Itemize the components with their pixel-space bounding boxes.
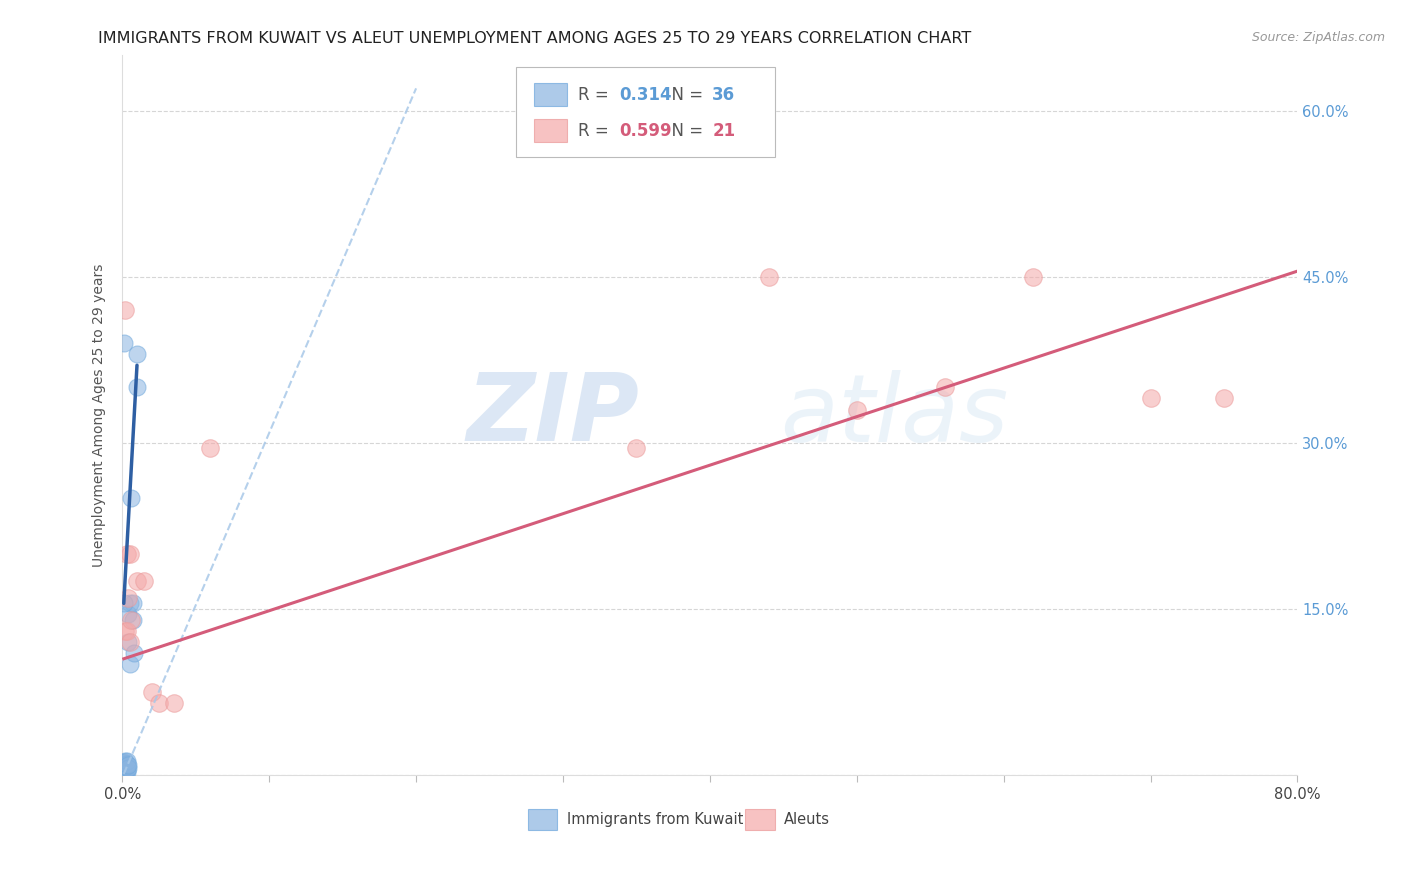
Text: R =: R = [578,121,614,140]
Point [934,380,956,394]
Point [117,761,139,775]
Point [117,635,139,649]
FancyBboxPatch shape [534,120,567,142]
Text: IMMIGRANTS FROM KUWAIT VS ALEUT UNEMPLOYMENT AMONG AGES 25 TO 29 YEARS CORRELATI: IMMIGRANTS FROM KUWAIT VS ALEUT UNEMPLOY… [98,31,972,46]
Text: 36: 36 [713,86,735,103]
Point [141,685,163,699]
Point [114,754,136,768]
Point [115,547,138,561]
Point [200,442,222,456]
Point [115,624,138,638]
Text: ZIP: ZIP [467,369,640,461]
Text: Immigrants from Kuwait: Immigrants from Kuwait [567,813,742,827]
Point [114,765,136,780]
Point [1139,392,1161,406]
Point [1022,269,1045,284]
Point [112,764,135,779]
Point [120,491,142,505]
Point [112,758,135,772]
Text: 0.599: 0.599 [620,121,672,140]
Point [114,761,136,775]
Point [1213,392,1236,406]
Point [114,764,136,778]
Text: 0.314: 0.314 [620,86,672,103]
Text: R =: R = [578,86,614,103]
Point [117,758,139,772]
Point [163,696,186,710]
Point [120,613,142,627]
Point [626,442,648,456]
Point [115,754,138,768]
Point [121,613,143,627]
Point [114,759,136,773]
Point [114,624,136,638]
Point [845,402,868,417]
FancyBboxPatch shape [527,809,557,830]
Point [125,380,148,394]
Point [758,269,780,284]
Point [122,646,145,660]
Point [121,596,143,610]
Text: 21: 21 [713,121,735,140]
Point [117,591,139,605]
Point [118,657,141,672]
Point [112,336,135,351]
Point [112,759,135,773]
Point [118,596,141,610]
FancyBboxPatch shape [745,809,775,830]
Point [112,756,135,770]
Point [112,764,135,778]
Point [112,760,135,774]
Point [115,764,138,779]
Point [118,547,141,561]
Point [112,763,135,777]
Text: N =: N = [661,121,707,140]
Point [118,635,141,649]
Text: atlas: atlas [780,369,1008,460]
Y-axis label: Unemployment Among Ages 25 to 29 years: Unemployment Among Ages 25 to 29 years [93,263,107,566]
FancyBboxPatch shape [516,68,775,157]
Point [115,763,138,777]
Point [114,756,136,771]
Point [112,755,135,769]
FancyBboxPatch shape [534,83,567,106]
Text: Aleuts: Aleuts [785,813,830,827]
Point [114,302,136,317]
Point [115,756,138,771]
Point [112,756,135,771]
Point [134,574,156,589]
Point [148,696,170,710]
Point [112,596,135,610]
Point [125,574,148,589]
Text: Source: ZipAtlas.com: Source: ZipAtlas.com [1251,31,1385,45]
Point [125,347,148,361]
Point [112,761,135,775]
Point [115,759,138,773]
Text: N =: N = [661,86,707,103]
Point [112,765,135,780]
Point [117,607,139,622]
